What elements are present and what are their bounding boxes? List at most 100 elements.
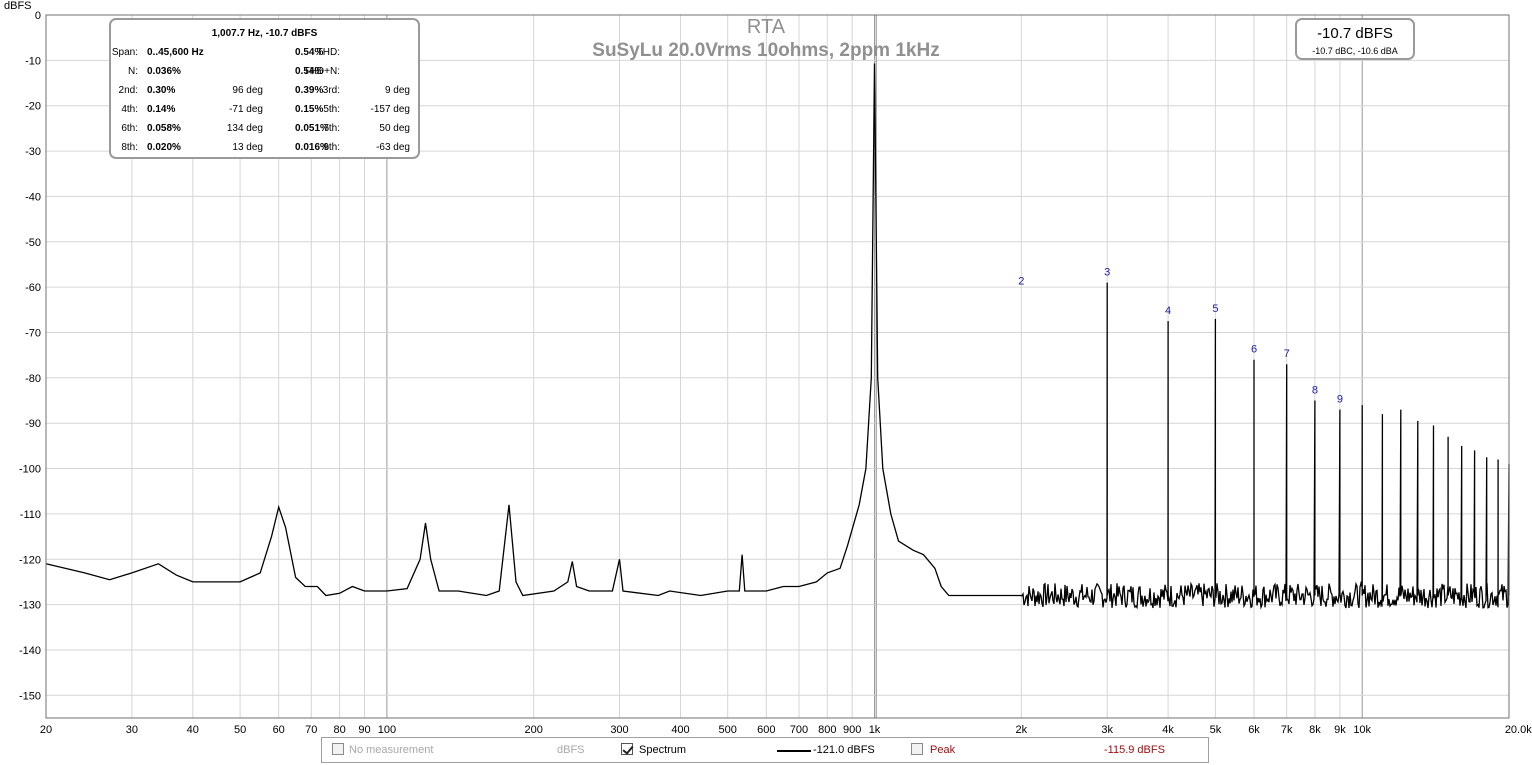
x-tick-label: 400: [671, 724, 689, 736]
harmonic-label: 9: [1337, 394, 1343, 406]
peak-label: Peak: [930, 744, 956, 756]
x-tick-label: 20: [40, 724, 52, 736]
harmonic-labels: 2 3 4 5 6 7 8 9: [1018, 267, 1343, 406]
stat-label: 4th:: [121, 104, 138, 115]
x-tick-label: 200: [525, 724, 543, 736]
spectrum-label: Spectrum: [639, 744, 687, 756]
series-line-spectrum: [45, 63, 1510, 610]
y-tick-label: -10: [25, 55, 41, 67]
stat-label: 8th:: [121, 142, 138, 153]
y-tick-label: -90: [25, 418, 41, 430]
y-tick-label: -130: [19, 600, 41, 612]
x-tick-label: 2k: [1015, 724, 1027, 736]
x-tick-label: 50: [234, 724, 246, 736]
y-tick-label: -80: [25, 373, 41, 385]
y-tick-label: -150: [19, 690, 41, 702]
distortion-stats-panel[interactable]: 1,007.7 Hz, -10.7 dBFS Span: 0..45,600 Hz…: [109, 18, 420, 159]
stats-row: 8th: 0.020% 13 deg 9th: 0.016% -63 deg: [111, 142, 418, 156]
y-tick-label: -120: [19, 554, 41, 566]
stats-row: 4th: 0.14% -71 deg 5th: 0.15% -157 deg: [111, 104, 418, 118]
stat-label: 5th:: [323, 104, 340, 115]
stat-value: 0.14%: [147, 104, 176, 115]
x-tick-label: 3k: [1101, 724, 1113, 736]
spectrum-checkbox[interactable]: [621, 743, 633, 755]
harmonic-label: 6: [1251, 344, 1257, 356]
spectrum-line-swatch: [777, 750, 811, 752]
y-tick-label: -100: [19, 464, 41, 476]
y-tick-label: -60: [25, 282, 41, 294]
stat-label: 9th:: [323, 142, 340, 153]
x-tick-label: 8k: [1309, 724, 1321, 736]
stat-label: 2nd:: [118, 85, 138, 96]
y-axis-ticks: 0 -10 -20 -30 -40 -50 -60 -70 -80 -90 -100 -110 -120…: [19, 10, 41, 702]
stats-row: N: 0.036% THD+N: 0.54%: [111, 66, 418, 80]
harmonic-label: 2: [1018, 276, 1024, 288]
x-tick-label: 30: [126, 724, 138, 736]
y-tick-label: -40: [25, 191, 41, 203]
chart-title: RTA: [747, 16, 786, 38]
x-tick-label: 20.0kHz: [1505, 724, 1532, 736]
stat-phase: 50 deg: [379, 123, 410, 134]
x-tick-label: 6k: [1248, 724, 1260, 736]
stat-phase: 134 deg: [226, 123, 263, 134]
stat-value: 0.39%: [295, 85, 324, 96]
stat-value: 0.051%: [295, 123, 329, 134]
no-measurement-checkbox[interactable]: [332, 743, 344, 755]
legend-unit: dBFS: [557, 744, 585, 756]
x-tick-label: 40: [187, 724, 199, 736]
stat-value: 0.15%: [295, 104, 324, 115]
peak-checkbox[interactable]: [911, 743, 923, 755]
stat-phase: 13 deg: [232, 142, 263, 153]
peak-value: -115.9 dBFS: [1104, 744, 1165, 756]
stat-label: N:: [128, 66, 138, 77]
x-tick-label: 600: [757, 724, 775, 736]
stats-row: 6th: 0.058% 134 deg 7th: 0.051% 50 deg: [111, 123, 418, 137]
stat-phase: -71 deg: [229, 104, 263, 115]
x-tick-label: 60: [273, 724, 285, 736]
level-panel[interactable]: -10.7 dBFS -10.7 dBC, -10.6 dBA: [1295, 18, 1415, 60]
stat-value: 0.54%: [295, 66, 324, 77]
harmonic-label: 7: [1284, 348, 1290, 360]
harmonic-label: 5: [1212, 303, 1218, 315]
x-tick-label: 7k: [1281, 724, 1293, 736]
stat-value: 0.30%: [147, 85, 176, 96]
stat-label: 7th:: [323, 123, 340, 134]
harmonic-label: 3: [1104, 267, 1110, 279]
stat-phase: -157 deg: [370, 104, 410, 115]
stat-label: Span:: [111, 47, 138, 58]
x-tick-label: 700: [790, 724, 808, 736]
y-axis-label: dBFS: [4, 0, 32, 12]
plot-frame: [45, 14, 1510, 719]
y-tick-label: -30: [25, 146, 41, 158]
stat-value: 0.036%: [147, 66, 181, 77]
stats-row: 2nd: 0.30% 96 deg 3rd: 0.39% 9 deg: [111, 85, 418, 99]
stat-value: 0.016%: [295, 142, 329, 153]
x-tick-label: 900: [843, 724, 861, 736]
chart-subtitle: SuSyLu 20.0Vrms 10ohms, 2ppm 1kHz: [592, 40, 939, 61]
y-tick-label: -70: [25, 328, 41, 340]
stat-phase: 9 deg: [384, 85, 410, 96]
x-tick-label: 10k: [1353, 724, 1371, 736]
legend-bar: No measurement dBFS Spectrum -121.0 dBFS…: [321, 737, 1209, 763]
y-tick-label: -140: [19, 645, 41, 657]
stat-phase: -63 deg: [376, 142, 410, 153]
x-tick-label: 80: [333, 724, 345, 736]
x-tick-label: 1k: [869, 724, 881, 736]
y-tick-label: -20: [25, 101, 41, 113]
stat-label: THD+N:: [303, 66, 340, 77]
level-main-readout: -10.7 dBFS: [1317, 25, 1393, 42]
x-axis-ticks: 20 30 40 50 60 70 80 90 100 200 300 400 500 600 700 800…: [40, 724, 1532, 736]
x-tick-label: 5k: [1210, 724, 1222, 736]
stat-label: THD:: [316, 47, 340, 58]
y-tick-label: -50: [25, 237, 41, 249]
stat-phase: 96 deg: [232, 85, 263, 96]
stat-label: 3rd:: [322, 85, 340, 96]
stat-value: 0.020%: [147, 142, 181, 153]
stat-value: 0.54%: [295, 47, 324, 58]
x-tick-label: 500: [719, 724, 737, 736]
x-tick-label: 70: [305, 724, 317, 736]
cursor-readout: 1,007.7 Hz, -10.7 dBFS: [211, 28, 318, 39]
x-tick-label: 100: [378, 724, 396, 736]
x-tick-label: 4k: [1162, 724, 1174, 736]
no-measurement-label: No measurement: [349, 744, 434, 756]
